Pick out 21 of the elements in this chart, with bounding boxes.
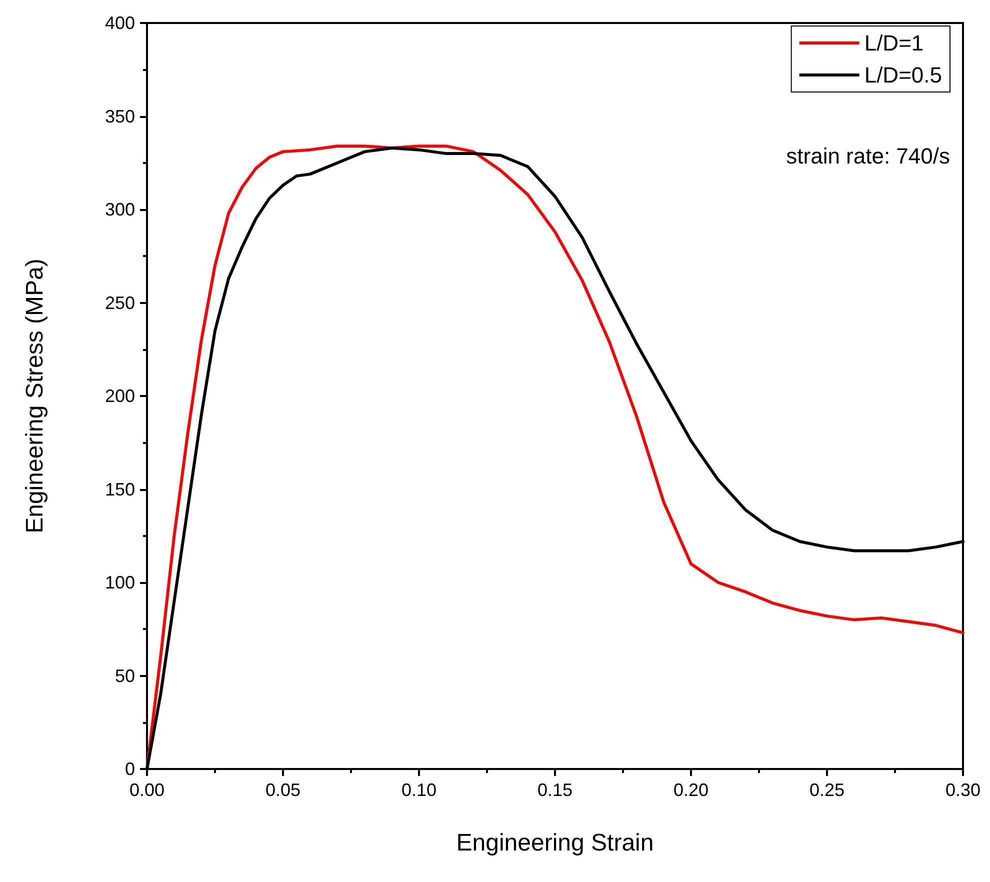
x-tick-label: 0.15 [537,780,573,800]
legend-label: L/D=1 [864,30,924,56]
y-tick-label: 300 [104,200,135,220]
x-tick-label: 0.05 [265,780,301,800]
y-axis-title: Engineering Stress (MPa) [22,258,48,534]
y-tick-label: 350 [104,106,135,126]
y-tick-label: 100 [104,572,135,592]
x-tick-label: 0.25 [809,780,845,800]
y-tick-label: 200 [104,386,135,406]
y-tick-label: 400 [104,13,135,33]
legend-label: L/D=0.5 [864,62,942,88]
y-tick-label: 250 [104,292,135,313]
annotation: strain rate: 740/s [786,144,950,168]
x-tick-label: 0.30 [945,780,981,800]
y-tick-label: 50 [114,666,135,686]
x-axis-title: Engineering Strain [456,830,654,856]
x-tick-label: 0.00 [129,780,165,800]
y-tick-label: 150 [104,479,135,500]
x-tick-label: 0.20 [673,780,709,800]
x-tick-label: 0.10 [401,780,437,800]
y-tick-label: 0 [124,759,135,779]
